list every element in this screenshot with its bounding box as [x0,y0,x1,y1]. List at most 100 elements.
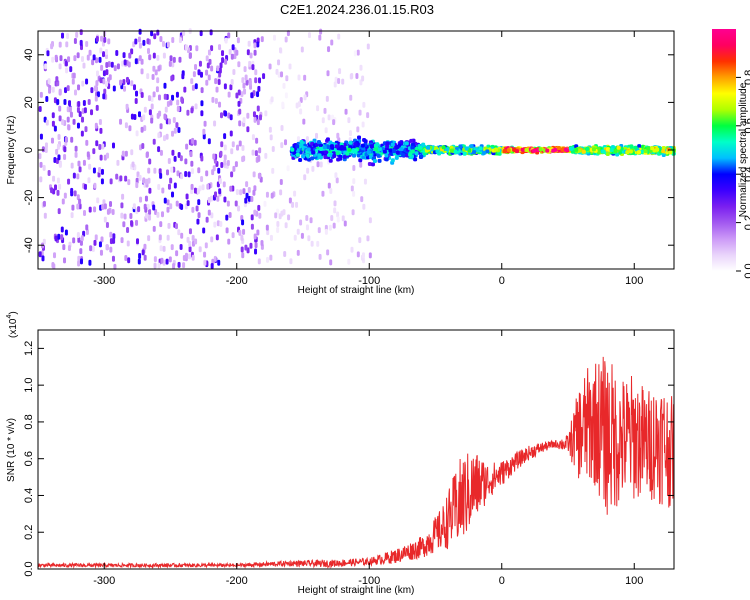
heatmap-cell [57,154,61,161]
heatmap-cell [227,91,231,98]
heatmap-cell [300,46,304,53]
heatmap-cell [444,147,449,152]
heatmap-cell [263,200,267,207]
heatmap-cell [414,151,419,156]
heatmap-cell [319,28,323,35]
heatmap-cell [279,189,283,196]
heatmap-cell [54,54,58,61]
heatmap-cell [73,37,77,44]
heatmap-cell [89,245,93,252]
heatmap-cell [168,256,172,263]
heatmap-cell [76,122,80,129]
heatmap-cell [77,260,81,267]
heatmap-cell [55,76,59,83]
heatmap-cell [109,178,113,185]
heatmap-cell [38,153,42,160]
heatmap-cell [143,203,147,210]
heatmap-cell [319,161,323,168]
heatmap-cell [293,190,297,197]
heatmap-cell [39,133,43,140]
heatmap-cell [103,216,107,223]
heatmap-cell [85,224,89,231]
heatmap-cell [268,63,272,70]
heatmap-cell [310,156,315,161]
heatmap-cell [103,36,107,43]
heatmap-cell [96,197,100,204]
heatmap-cell [601,149,606,154]
heatmap-cell [633,145,638,150]
heatmap-cell [281,101,285,108]
heatmap-cell [266,229,270,236]
heatmap-cell [200,100,204,107]
heatmap-cell [297,101,301,108]
heatmap-cell [239,189,243,196]
heatmap-cell [66,33,70,40]
heatmap-cell [194,238,198,245]
heatmap-cell [609,148,614,153]
heatmap-cell [515,149,520,154]
heatmap-cell [636,150,641,155]
heatmap-cell [124,175,128,182]
heatmap-cell [218,101,222,108]
heatmap-cell [100,35,104,42]
heatmap-cell [493,147,498,152]
heatmap-cell [264,110,268,117]
y-tick-label: 0.0 [23,561,35,576]
heatmap-cell [214,78,218,85]
heatmap-cell [316,240,320,247]
y-tick-label: 0.4 [23,488,35,503]
heatmap-cell [144,178,148,185]
heatmap-cell [449,148,454,153]
heatmap-cell [61,32,65,39]
heatmap-cell [198,60,202,67]
heatmap-cell [44,142,48,149]
heatmap-cell [325,137,330,142]
heatmap-cell [616,145,621,150]
heatmap-cell [270,96,274,103]
x-tick-label: 100 [625,575,643,587]
heatmap-cell [244,197,248,204]
heatmap-cell [45,119,49,126]
heatmap-cell [342,154,347,159]
heatmap-cell [199,71,203,78]
heatmap-cell [257,204,261,211]
heatmap-cell [232,165,236,172]
heatmap-cell [169,203,173,210]
heatmap-cell [563,147,568,152]
heatmap-cell [171,149,175,156]
heatmap-cell [83,183,87,190]
heatmap-cell [237,61,241,68]
heatmap-cell [328,224,332,231]
heatmap-cell [105,222,109,229]
heatmap-cell [361,75,365,82]
heatmap-cell [173,127,177,134]
heatmap-cell [325,95,329,102]
heatmap-cell [85,78,89,85]
heatmap-cell [72,172,76,179]
heatmap-cell [160,211,164,218]
heatmap-cell [192,71,196,78]
heatmap-cell [195,205,199,212]
heatmap-cell [370,162,375,167]
heatmap-cell [204,242,208,249]
heatmap-cell [279,179,283,186]
heatmap-cell [353,142,358,147]
heatmap-cell [125,103,129,110]
heatmap-cell [395,150,400,155]
heatmap-cell [327,46,331,53]
heatmap-cell [98,166,102,173]
heatmap-cell [418,145,423,150]
heatmap-cell [58,41,62,48]
heatmap-cell [307,235,311,242]
heatmap-cell [190,107,194,114]
heatmap-cell [324,228,328,235]
heatmap-cell [336,157,341,162]
heatmap-cell [266,256,270,263]
heatmap-cell [126,240,130,247]
heatmap-cell [85,40,89,47]
heatmap-cell [345,151,350,156]
heatmap-cell [66,116,70,123]
heatmap-cell [205,69,209,76]
heatmap-cell [44,63,48,70]
heatmap-cell [58,105,62,112]
